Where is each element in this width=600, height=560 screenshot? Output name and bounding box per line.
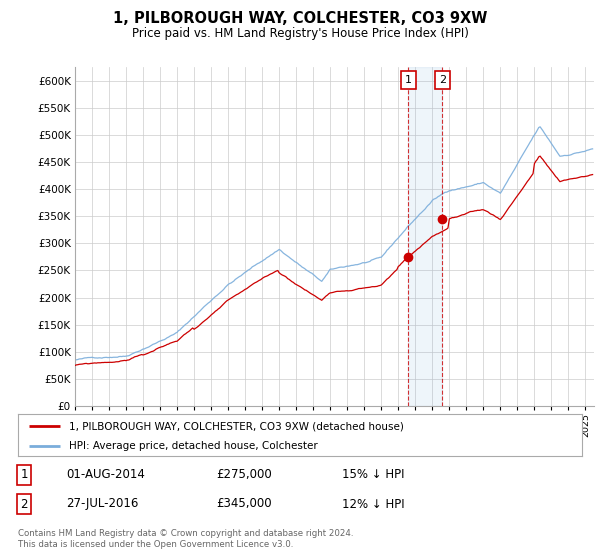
Text: 27-JUL-2016: 27-JUL-2016: [66, 497, 139, 511]
Text: £345,000: £345,000: [216, 497, 272, 511]
Text: 01-AUG-2014: 01-AUG-2014: [66, 468, 145, 482]
Text: 2: 2: [20, 497, 28, 511]
Text: 1: 1: [20, 468, 28, 482]
Text: Contains HM Land Registry data © Crown copyright and database right 2024.
This d: Contains HM Land Registry data © Crown c…: [18, 529, 353, 549]
Text: HPI: Average price, detached house, Colchester: HPI: Average price, detached house, Colc…: [69, 441, 317, 451]
Text: 12% ↓ HPI: 12% ↓ HPI: [342, 497, 404, 511]
Text: 15% ↓ HPI: 15% ↓ HPI: [342, 468, 404, 482]
Text: 1, PILBOROUGH WAY, COLCHESTER, CO3 9XW (detached house): 1, PILBOROUGH WAY, COLCHESTER, CO3 9XW (…: [69, 421, 404, 431]
Text: 1: 1: [404, 74, 412, 85]
Bar: [408, 67, 442, 406]
Text: Price paid vs. HM Land Registry's House Price Index (HPI): Price paid vs. HM Land Registry's House …: [131, 27, 469, 40]
Text: 2: 2: [439, 74, 446, 85]
Text: £275,000: £275,000: [216, 468, 272, 482]
Text: 1, PILBOROUGH WAY, COLCHESTER, CO3 9XW: 1, PILBOROUGH WAY, COLCHESTER, CO3 9XW: [113, 11, 487, 26]
